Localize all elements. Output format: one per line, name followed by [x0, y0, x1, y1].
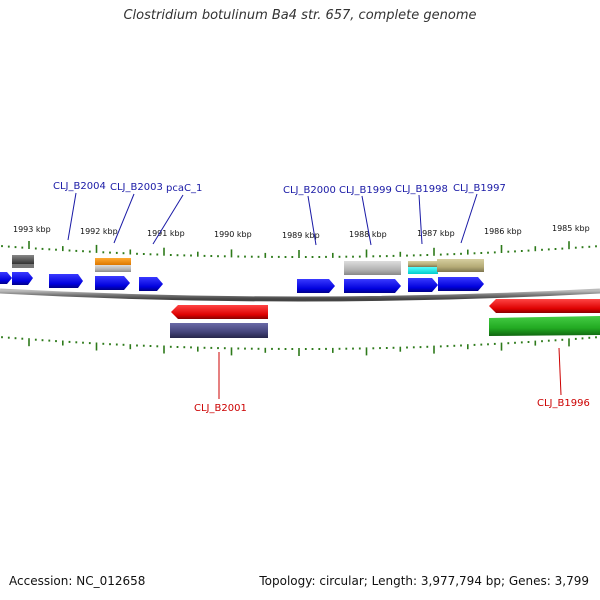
gene-label-clj-b2003[interactable]: CLJ_B2003 [110, 182, 163, 193]
kbp-label-1990: 1990 kbp [214, 230, 252, 239]
feature-track-top [12, 255, 484, 275]
feature-box[interactable] [437, 259, 484, 272]
feature-box[interactable] [12, 264, 34, 268]
cds-arrow[interactable] [0, 272, 12, 284]
feature-box[interactable] [95, 258, 131, 265]
cds-arrow-clj-b1996[interactable] [489, 299, 600, 313]
reverse-label-leaders [218, 347, 562, 399]
cds-arrow[interactable] [297, 279, 335, 293]
genome-summary-text: Topology: circular; Length: 3,977,794 bp… [259, 574, 589, 588]
reverse-gene-labels: CLJ_B2001 CLJ_B1996 [194, 398, 590, 414]
feature-box[interactable] [344, 261, 401, 275]
cds-arrow-clj-b2001[interactable] [171, 305, 268, 319]
feature-box[interactable] [95, 265, 131, 272]
scale-ticks-bottom [1, 336, 597, 356]
cds-arrow[interactable] [408, 278, 438, 292]
gene-label-pcac-1[interactable]: pcaC_1 [166, 183, 202, 194]
cds-arrow[interactable] [12, 272, 33, 285]
cds-arrow[interactable] [438, 277, 484, 291]
gene-label-clj-b1997[interactable]: CLJ_B1997 [453, 183, 506, 194]
cds-arrow[interactable] [139, 277, 163, 291]
genome-backbone [0, 288, 600, 302]
feature-box[interactable] [408, 267, 438, 274]
kbp-label-1989: 1989 kbp [282, 231, 320, 240]
forward-cds-track [0, 272, 484, 293]
gene-label-clj-b2000[interactable]: CLJ_B2000 [283, 185, 336, 196]
gene-label-clj-b2004[interactable]: CLJ_B2004 [53, 181, 106, 192]
scale-labels: 1993 kbp 1992 kbp 1991 kbp 1990 kbp 1989… [13, 224, 590, 240]
accession-text: Accession: NC_012658 [9, 574, 146, 588]
cds-arrow[interactable] [49, 274, 83, 288]
kbp-label-1985: 1985 kbp [552, 224, 590, 233]
scale-ticks-top [1, 241, 597, 258]
gene-label-clj-b1996[interactable]: CLJ_B1996 [537, 398, 590, 409]
kbp-label-1992: 1992 kbp [80, 227, 118, 236]
forward-gene-labels: CLJ_B2004 CLJ_B2003 pcaC_1 CLJ_B2000 CLJ… [53, 181, 506, 196]
gene-label-clj-b1998[interactable]: CLJ_B1998 [395, 184, 448, 195]
cds-arrow[interactable] [95, 276, 130, 290]
gene-label-clj-b1999[interactable]: CLJ_B1999 [339, 185, 392, 196]
forward-label-leaders [67, 192, 478, 246]
feature-box[interactable] [489, 316, 600, 336]
kbp-label-1991: 1991 kbp [147, 229, 185, 238]
feature-box[interactable] [12, 255, 34, 264]
cds-arrow[interactable] [344, 279, 401, 293]
map-title: Clostridium botulinum Ba4 str. 657, comp… [123, 8, 477, 23]
feature-box[interactable] [408, 261, 438, 267]
feature-box[interactable] [170, 323, 268, 338]
reverse-cds-track [171, 299, 600, 319]
feature-track-bottom [170, 316, 600, 338]
gene-label-clj-b2001[interactable]: CLJ_B2001 [194, 403, 247, 414]
kbp-label-1987: 1987 kbp [417, 229, 455, 238]
kbp-label-1988: 1988 kbp [349, 230, 387, 239]
kbp-label-1986: 1986 kbp [484, 227, 522, 236]
kbp-label-1993: 1993 kbp [13, 225, 51, 234]
